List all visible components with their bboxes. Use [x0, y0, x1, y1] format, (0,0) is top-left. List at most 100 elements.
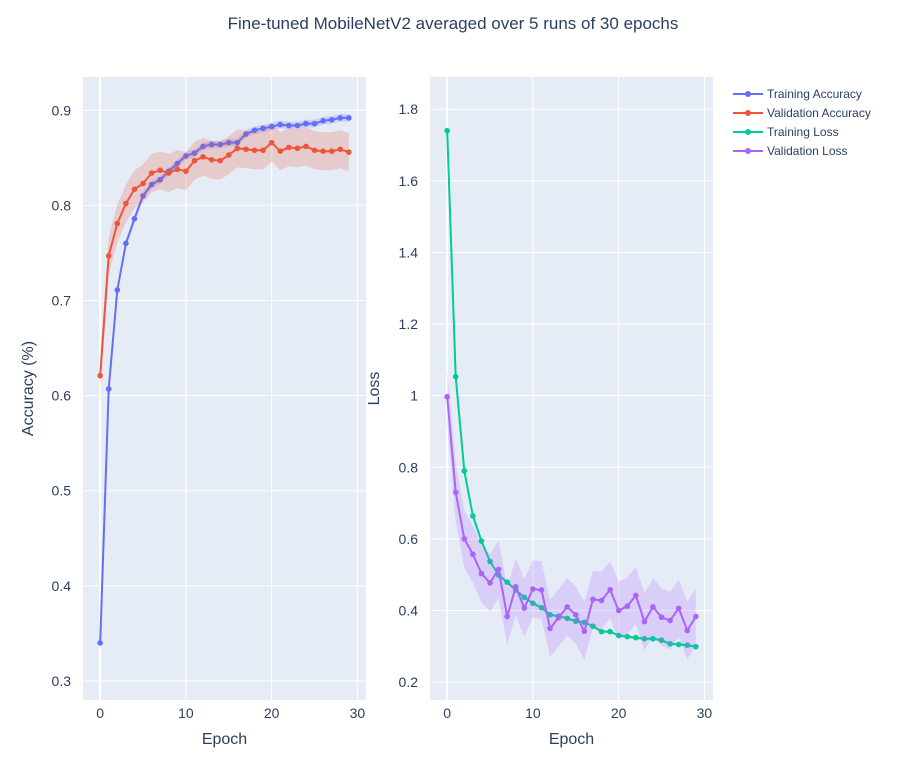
legend-item[interactable]: Validation Accuracy	[733, 106, 871, 120]
series-band	[447, 368, 696, 660]
y-tick-label: 0.8	[52, 197, 72, 213]
data-point	[234, 145, 241, 152]
x-tick-label: 10	[178, 705, 194, 721]
data-point	[286, 122, 292, 129]
legend-swatch-marker	[745, 129, 751, 135]
legend-label: Training Accuracy	[767, 87, 862, 101]
y-tick-label: 1.4	[399, 244, 419, 260]
data-point	[478, 570, 485, 577]
data-point	[564, 604, 571, 610]
data-point	[140, 180, 146, 187]
data-point	[165, 170, 172, 176]
data-point	[547, 625, 553, 632]
data-point	[311, 120, 318, 127]
data-point	[572, 618, 579, 625]
data-point	[512, 584, 519, 590]
data-point	[234, 139, 241, 146]
data-point	[191, 157, 198, 164]
data-point	[346, 115, 352, 121]
y-axis-title: Accuracy (%)	[20, 341, 37, 436]
plot-area	[83, 77, 366, 700]
x-axis-title: Epoch	[202, 731, 247, 748]
data-point	[131, 215, 138, 222]
data-point	[572, 611, 579, 618]
data-point	[607, 628, 613, 635]
data-point	[598, 597, 605, 604]
data-point	[243, 131, 249, 137]
x-tick-label: 20	[264, 705, 280, 721]
data-point	[208, 141, 215, 148]
legend-label: Validation Accuracy	[767, 106, 871, 120]
series-validation-accuracy	[97, 123, 352, 395]
data-point	[337, 115, 344, 121]
data-point	[624, 633, 631, 640]
data-point	[693, 643, 699, 650]
legend-label: Validation Loss	[767, 144, 848, 158]
data-point	[157, 176, 163, 183]
legend-item[interactable]: Training Loss	[733, 125, 839, 139]
legend-item[interactable]: Validation Loss	[733, 144, 848, 158]
data-point	[658, 614, 665, 621]
data-point	[470, 551, 476, 558]
data-point	[328, 117, 335, 123]
data-point	[268, 139, 275, 146]
data-point	[641, 618, 648, 625]
y-tick-label: 1.2	[399, 316, 419, 332]
subplot-accuracy: 0.3 0.4 0.5 0.6 0.7 0.8 0.9 0 10 20 30 Epoch Accurac…	[20, 77, 366, 748]
data-point	[157, 167, 163, 174]
x-tick-label: 0	[443, 705, 451, 721]
data-point	[200, 143, 206, 150]
data-point	[598, 628, 605, 635]
y-tick-label: 1.6	[399, 173, 419, 189]
data-point	[225, 139, 232, 146]
data-point	[123, 200, 129, 207]
data-point	[183, 153, 189, 159]
chart-title: Fine-tuned MobileNetV2 averaged over 5 r…	[228, 14, 679, 33]
data-point	[114, 287, 121, 293]
data-point	[444, 127, 450, 134]
data-point	[581, 628, 588, 635]
data-point	[530, 586, 536, 592]
data-point	[641, 635, 648, 642]
data-point	[260, 147, 266, 154]
data-point	[675, 605, 682, 612]
data-point	[97, 640, 103, 646]
data-point	[174, 166, 181, 173]
data-point	[251, 147, 258, 154]
data-point	[277, 148, 284, 154]
data-point	[444, 393, 450, 400]
data-point	[615, 632, 622, 639]
data-point	[487, 558, 493, 565]
data-point	[555, 614, 562, 621]
y-axis-title: Loss	[366, 372, 383, 406]
subplot-loss: 0.2 0.4 0.6 0.8 1 1.2 1.4 1.6 1.8 0 10 20 30 Epoch Los…	[366, 77, 713, 748]
series-validation-loss	[444, 368, 699, 660]
data-point	[650, 635, 656, 642]
data-point	[337, 146, 344, 153]
data-point	[633, 592, 639, 599]
legend-item[interactable]: Training Accuracy	[733, 87, 862, 101]
y-tick-label: 0.8	[399, 459, 419, 475]
data-point	[225, 152, 232, 158]
data-point	[140, 193, 146, 199]
data-point	[346, 149, 352, 155]
data-point	[208, 156, 215, 163]
data-point	[590, 623, 596, 630]
legend-swatch-marker	[745, 91, 751, 97]
data-point	[105, 386, 112, 392]
x-tick-label: 30	[697, 705, 713, 721]
data-point	[148, 170, 155, 176]
data-point	[277, 121, 284, 128]
data-point	[148, 181, 155, 188]
y-tick-label: 0.3	[52, 673, 72, 689]
data-point	[504, 579, 510, 586]
data-point	[123, 240, 129, 247]
data-point	[530, 600, 536, 607]
data-point	[667, 640, 673, 647]
x-axis-title: Epoch	[549, 731, 594, 748]
data-point	[650, 604, 656, 610]
data-point	[667, 617, 673, 624]
data-point	[495, 566, 502, 573]
